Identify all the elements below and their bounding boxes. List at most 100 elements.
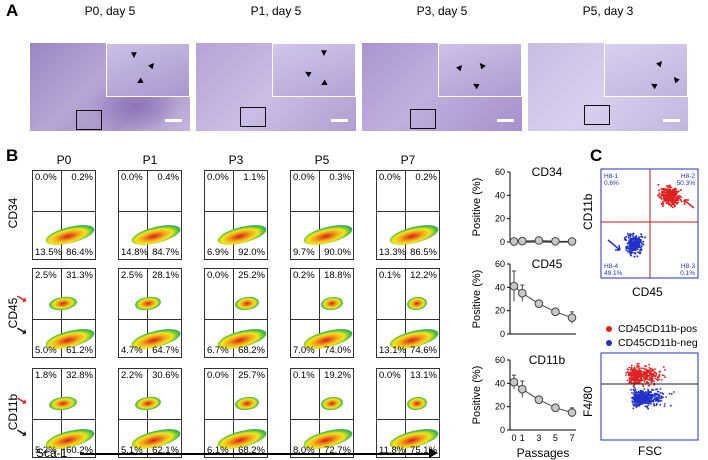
dot [643,368,646,370]
data-point [551,403,560,413]
quadrant-value-lr: 68.2% [238,445,265,456]
quadrant-value-ur: 19.2% [324,370,351,381]
dot [663,405,666,408]
dot [644,375,647,378]
dot [653,395,656,398]
dot [628,250,631,253]
data-point [534,395,544,404]
quadrant-hline [291,211,353,212]
dot [671,192,674,195]
quadrant-vline [233,171,234,259]
data-point [517,236,527,246]
dot [650,375,653,378]
dot [634,397,637,400]
micrograph-p0: ▼ ▲ ▲ [30,21,190,131]
dot [657,395,660,398]
dot [627,242,630,245]
micrograph-title: P1, day 5 [250,4,302,18]
dot [650,397,653,399]
legend-dot-icon [606,340,612,346]
quadrant-vline [233,269,234,357]
quadrant-value-lr: 74.0% [324,345,351,356]
dot [656,393,659,396]
dot [669,195,672,198]
dot [659,391,662,394]
dot [647,381,650,384]
quadrant-value-ul: 1.8% [35,370,57,381]
dot [657,183,660,186]
gate-name: H8-2 [681,173,695,180]
dotplot-y-label: CD11b [581,193,595,230]
dot [673,391,675,393]
x-tick-label: 1 [520,433,525,443]
dot [653,403,655,406]
column-header: P0 [56,153,72,167]
dot [634,379,637,382]
dot [643,388,646,390]
dot [665,196,668,199]
dot [634,371,637,374]
dot [653,404,656,407]
dot [628,373,630,376]
dot [643,398,646,400]
dot [631,401,634,404]
dot [648,384,651,387]
dot [640,379,643,382]
dot [659,400,662,403]
dot [641,400,643,403]
quadrant-value-ul: 0.0% [207,270,229,281]
dot [654,398,657,401]
quadrant-vline [61,171,62,259]
dot [637,365,640,368]
dot [650,372,653,375]
dot [628,366,631,369]
quadrant-value-ul: 0.0% [293,172,315,183]
quadrant-value-ur: 0.2% [71,172,93,183]
dot [663,376,666,378]
x-tick-label: 5 [553,433,558,443]
dot [632,247,635,250]
legend-item-neg: CD45CD11b-neg [606,337,698,349]
dot [629,233,632,236]
dot [633,236,636,239]
quadrant-hline [377,319,439,320]
dot [634,389,637,392]
dot [657,390,660,393]
y-tick-label: 20 [495,402,505,412]
quadrant-value-lr: 72.7% [324,445,351,456]
quadrant-value-ll: 8.0% [293,445,315,456]
dot [662,366,665,368]
dot [673,201,676,204]
quadrant-value-lr: 74.6% [410,345,437,356]
quadrant-value-ul: 2.5% [35,270,57,281]
dot [648,371,650,374]
dot [639,390,642,393]
dot [640,392,643,395]
dot [625,235,628,238]
dot [630,389,632,391]
dot [654,368,656,371]
dot [634,393,637,395]
dot [655,373,658,376]
data-point [517,288,527,298]
dot [634,252,637,255]
dot [642,243,645,246]
y-axis-label: Positive (%) [471,270,483,329]
dot [661,192,664,195]
dot [632,232,635,235]
gate-value: 49.1% [604,270,623,277]
quadrant-value-ul: 0.0% [379,370,401,381]
dot [670,393,673,395]
dot [670,204,673,207]
dot [642,385,645,388]
dot [648,363,651,366]
dot [633,386,636,389]
dot [677,190,680,193]
flow-plot: 0.2% 18.8% 7.0% 74.0% [290,268,354,358]
dot [624,238,627,241]
legend-label: CD45CD11b-pos [618,323,698,335]
dot [676,201,679,204]
y-tick-label: 20 [495,306,505,316]
quadrant-value-lr: 86.5% [410,247,437,258]
dot [625,249,628,252]
